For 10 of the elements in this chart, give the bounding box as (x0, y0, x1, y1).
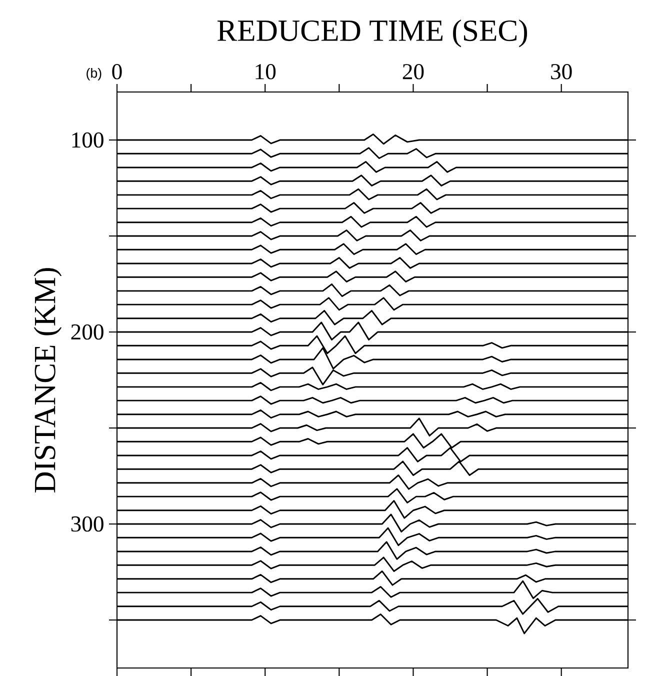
x-axis-title: REDUCED TIME (SEC) (217, 19, 528, 48)
x-tick-label: 20 (402, 64, 424, 80)
y-tick-label: 300 (71, 516, 104, 532)
x-tick-label: 10 (256, 64, 276, 80)
x-tick-label: 0 (112, 64, 122, 80)
x-tick-label: 30 (551, 64, 572, 80)
y-axis-title: DISTANCE (KM) (34, 268, 62, 492)
text: (b) (86, 68, 102, 80)
y-tick-label: 100 (72, 132, 104, 148)
y-tick-label: 200 (71, 324, 104, 340)
